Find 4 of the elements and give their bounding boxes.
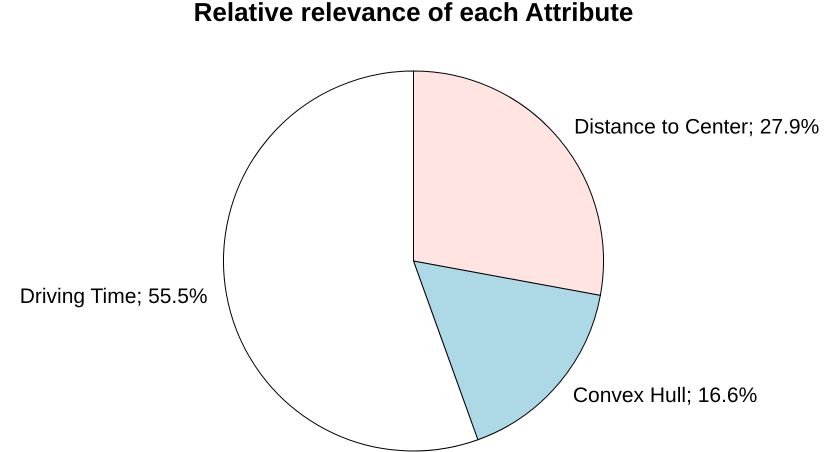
slice-label: Distance to Center; 27.9% [574, 115, 820, 138]
slice-label: Driving Time; 55.5% [20, 284, 208, 308]
slice-label: Convex Hull; 16.6% [572, 384, 758, 408]
chart-title: Relative relevance of each Attribute [194, 0, 634, 27]
